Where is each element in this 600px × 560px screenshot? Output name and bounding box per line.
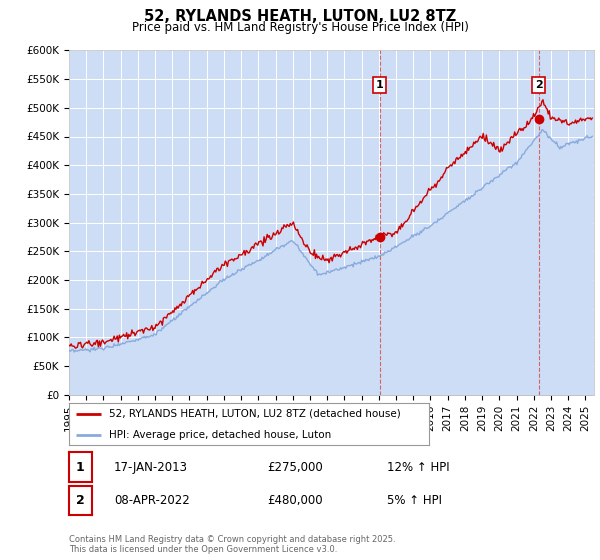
Text: 5% ↑ HPI: 5% ↑ HPI bbox=[387, 494, 442, 507]
Text: 1: 1 bbox=[376, 80, 383, 90]
Text: £480,000: £480,000 bbox=[267, 494, 323, 507]
Text: Contains HM Land Registry data © Crown copyright and database right 2025.
This d: Contains HM Land Registry data © Crown c… bbox=[69, 535, 395, 554]
Text: 08-APR-2022: 08-APR-2022 bbox=[114, 494, 190, 507]
Text: 17-JAN-2013: 17-JAN-2013 bbox=[114, 460, 188, 474]
Text: £275,000: £275,000 bbox=[267, 460, 323, 474]
Text: 2: 2 bbox=[76, 494, 85, 507]
Text: Price paid vs. HM Land Registry's House Price Index (HPI): Price paid vs. HM Land Registry's House … bbox=[131, 21, 469, 34]
Text: 1: 1 bbox=[76, 460, 85, 474]
Text: 2: 2 bbox=[535, 80, 542, 90]
Text: 52, RYLANDS HEATH, LUTON, LU2 8TZ: 52, RYLANDS HEATH, LUTON, LU2 8TZ bbox=[144, 9, 456, 24]
Text: 52, RYLANDS HEATH, LUTON, LU2 8TZ (detached house): 52, RYLANDS HEATH, LUTON, LU2 8TZ (detac… bbox=[109, 409, 400, 419]
Text: HPI: Average price, detached house, Luton: HPI: Average price, detached house, Luto… bbox=[109, 430, 331, 440]
Text: 12% ↑ HPI: 12% ↑ HPI bbox=[387, 460, 449, 474]
